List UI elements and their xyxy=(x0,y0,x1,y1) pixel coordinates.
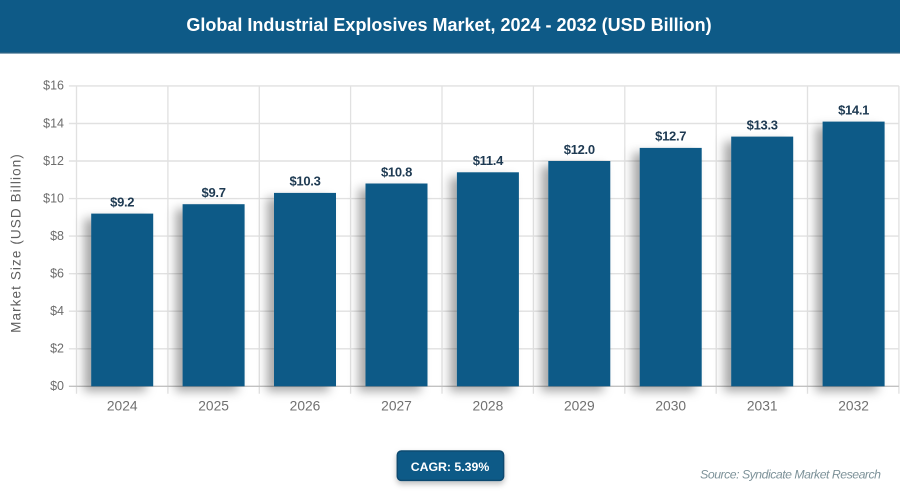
svg-text:$10: $10 xyxy=(43,191,64,205)
svg-text:$9.2: $9.2 xyxy=(110,194,134,209)
svg-text:2025: 2025 xyxy=(198,398,229,413)
svg-text:$8: $8 xyxy=(50,229,64,243)
svg-text:$13.3: $13.3 xyxy=(747,117,778,132)
svg-text:2028: 2028 xyxy=(473,398,504,413)
svg-text:$10.8: $10.8 xyxy=(381,164,412,179)
svg-text:$11.4: $11.4 xyxy=(473,153,504,168)
svg-text:2026: 2026 xyxy=(290,398,321,413)
svg-text:$16: $16 xyxy=(43,79,64,93)
svg-text:2030: 2030 xyxy=(655,398,686,413)
svg-text:Global Industrial Explosives M: Global Industrial Explosives Market, 202… xyxy=(186,15,711,35)
svg-text:2031: 2031 xyxy=(747,398,778,413)
svg-text:$10.3: $10.3 xyxy=(289,174,320,189)
svg-text:2024: 2024 xyxy=(107,398,138,413)
svg-text:2027: 2027 xyxy=(381,398,412,413)
svg-text:$9.7: $9.7 xyxy=(202,185,226,200)
svg-text:$2: $2 xyxy=(50,342,64,356)
svg-text:$4: $4 xyxy=(50,304,64,318)
svg-text:2032: 2032 xyxy=(838,398,869,413)
svg-text:$0: $0 xyxy=(50,379,64,393)
svg-text:$6: $6 xyxy=(50,267,64,281)
svg-text:CAGR: 5.39%: CAGR: 5.39% xyxy=(411,460,490,474)
svg-text:$14.1: $14.1 xyxy=(838,102,869,117)
svg-text:$12.7: $12.7 xyxy=(655,129,686,144)
svg-text:2029: 2029 xyxy=(564,398,595,413)
svg-text:$14: $14 xyxy=(43,116,64,130)
svg-text:$12.0: $12.0 xyxy=(564,142,595,157)
svg-text:Market Size (USD Billion): Market Size (USD Billion) xyxy=(9,153,24,333)
svg-text:Source: Syndicate Market Resea: Source: Syndicate Market Research xyxy=(700,468,881,482)
svg-text:$12: $12 xyxy=(43,154,64,168)
